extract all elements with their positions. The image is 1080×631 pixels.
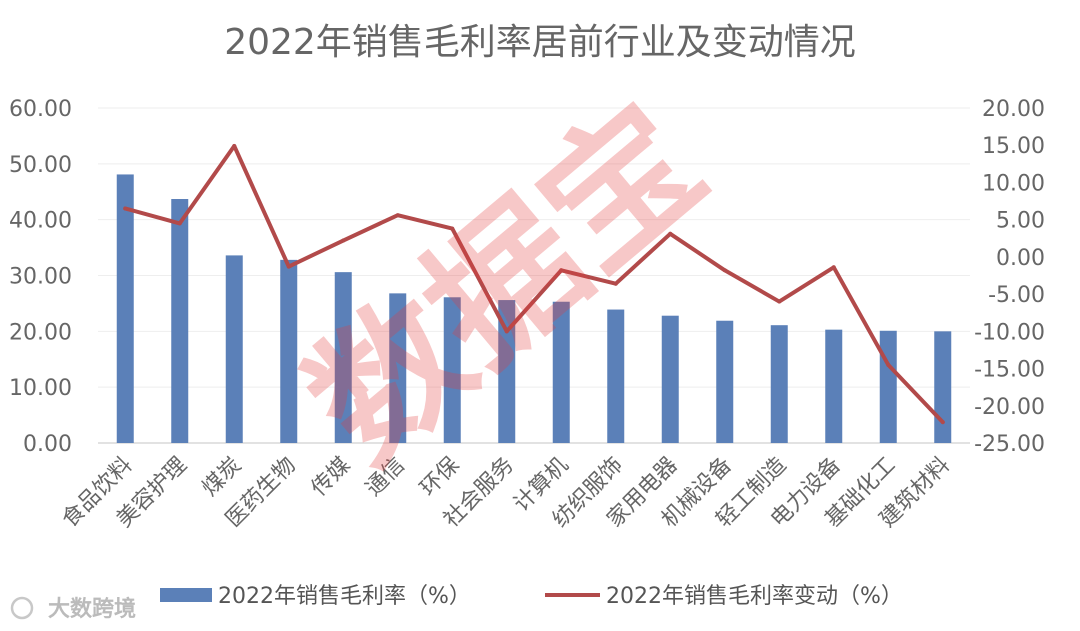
line-point <box>286 264 291 269</box>
bar <box>825 329 843 443</box>
line-point <box>177 221 182 226</box>
right-tick-label: -25.00 <box>974 432 1045 457</box>
bar <box>607 309 625 443</box>
right-tick-label: -15.00 <box>974 358 1045 383</box>
right-tick-label: 5.00 <box>996 209 1045 234</box>
bar <box>443 297 461 443</box>
line-point <box>777 299 782 304</box>
category-label: 煤炭 <box>198 453 247 502</box>
bar-series <box>116 174 952 444</box>
legend-bar-label: 2022年销售毛利率（%） <box>218 584 471 609</box>
right-tick-label: 20.00 <box>982 97 1045 122</box>
legend: 2022年销售毛利率（%） 2022年销售毛利率变动（%） <box>160 584 903 609</box>
line-point <box>395 213 400 218</box>
line-point <box>341 238 346 243</box>
line-series <box>123 143 945 425</box>
line-point <box>722 268 727 273</box>
line-point <box>504 329 509 334</box>
bar <box>389 293 407 443</box>
bar <box>498 300 516 443</box>
right-tick-label: 0.00 <box>996 246 1045 271</box>
bar <box>116 174 134 444</box>
line-point <box>940 420 945 425</box>
logo-icon <box>10 596 34 620</box>
left-tick-label: 20.00 <box>9 320 72 345</box>
line-point <box>232 143 237 148</box>
left-tick-label: 10.00 <box>9 376 72 401</box>
logo: 大数跨境 <box>10 596 136 622</box>
legend-bar-swatch <box>160 588 212 602</box>
category-label: 传媒 <box>307 453 356 502</box>
bar <box>225 255 243 443</box>
chart-title: 2022年销售毛利率居前行业及变动情况 <box>224 22 856 63</box>
bar <box>552 301 570 443</box>
left-axis: 0.00 10.00 20.00 30.00 40.00 50.00 60.00 <box>9 97 72 457</box>
line-point <box>450 226 455 231</box>
right-axis: -25.00 -20.00 -15.00 -10.00 -5.00 0.00 5.00 10.… <box>974 97 1045 457</box>
line-point <box>559 268 564 273</box>
left-tick-label: 40.00 <box>9 209 72 234</box>
bar <box>280 259 298 443</box>
bar <box>171 199 189 443</box>
right-tick-label: 15.00 <box>982 134 1045 159</box>
bar <box>770 325 788 443</box>
line-point <box>831 265 836 270</box>
line-point <box>123 206 128 211</box>
bar <box>334 272 352 443</box>
right-tick-label: -20.00 <box>974 395 1045 420</box>
left-tick-label: 50.00 <box>9 153 72 178</box>
right-tick-label: -10.00 <box>974 320 1045 345</box>
legend-line-label: 2022年销售毛利率变动（%） <box>606 584 903 609</box>
bar <box>934 331 952 443</box>
line-point <box>613 281 618 286</box>
right-tick-label: -5.00 <box>988 283 1045 308</box>
line-point <box>668 231 673 236</box>
bar <box>661 315 679 443</box>
right-tick-label: 10.00 <box>982 171 1045 196</box>
line-point <box>886 362 891 367</box>
bar <box>716 320 734 443</box>
left-tick-label: 30.00 <box>9 265 72 290</box>
logo-text: 大数跨境 <box>48 596 136 622</box>
left-tick-label: 60.00 <box>9 97 72 122</box>
series-line <box>123 143 945 425</box>
bar <box>879 330 897 443</box>
left-tick-label: 0.00 <box>23 432 72 457</box>
